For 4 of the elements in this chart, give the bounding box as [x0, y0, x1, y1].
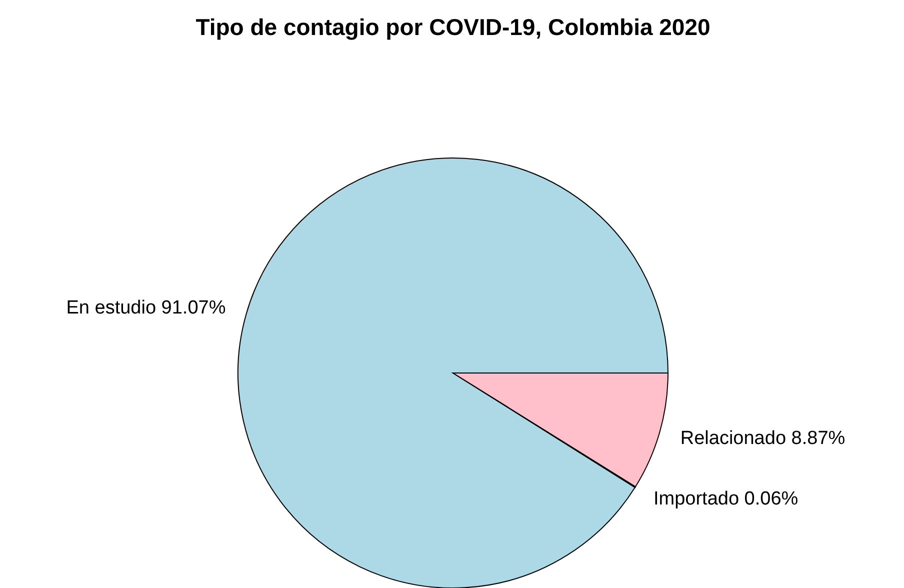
chart-title: Tipo de contagio por COVID-19, Colombia 2020 — [196, 14, 710, 40]
slice-label: En estudio 91.07% — [66, 298, 226, 319]
slice-label: Relacionado 8.87% — [680, 428, 846, 450]
slice-label: Importado 0.06% — [653, 488, 798, 510]
